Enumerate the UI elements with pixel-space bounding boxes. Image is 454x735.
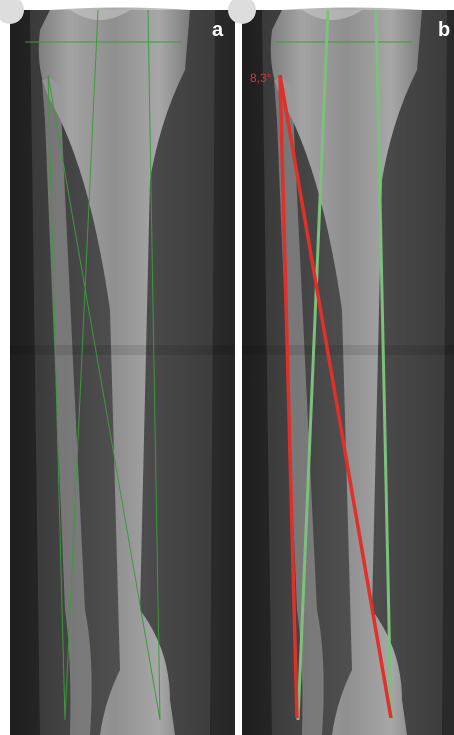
radiograph bbox=[228, 0, 454, 735]
panel-label: b bbox=[438, 19, 450, 41]
panel-b: 8,3° b bbox=[228, 0, 454, 735]
panel-label: a bbox=[212, 19, 224, 41]
angle-annotation: 8,3° bbox=[250, 71, 272, 85]
radiograph bbox=[0, 0, 235, 735]
panel-a: a bbox=[0, 0, 235, 735]
figure: a 8,3° b bbox=[0, 0, 454, 735]
